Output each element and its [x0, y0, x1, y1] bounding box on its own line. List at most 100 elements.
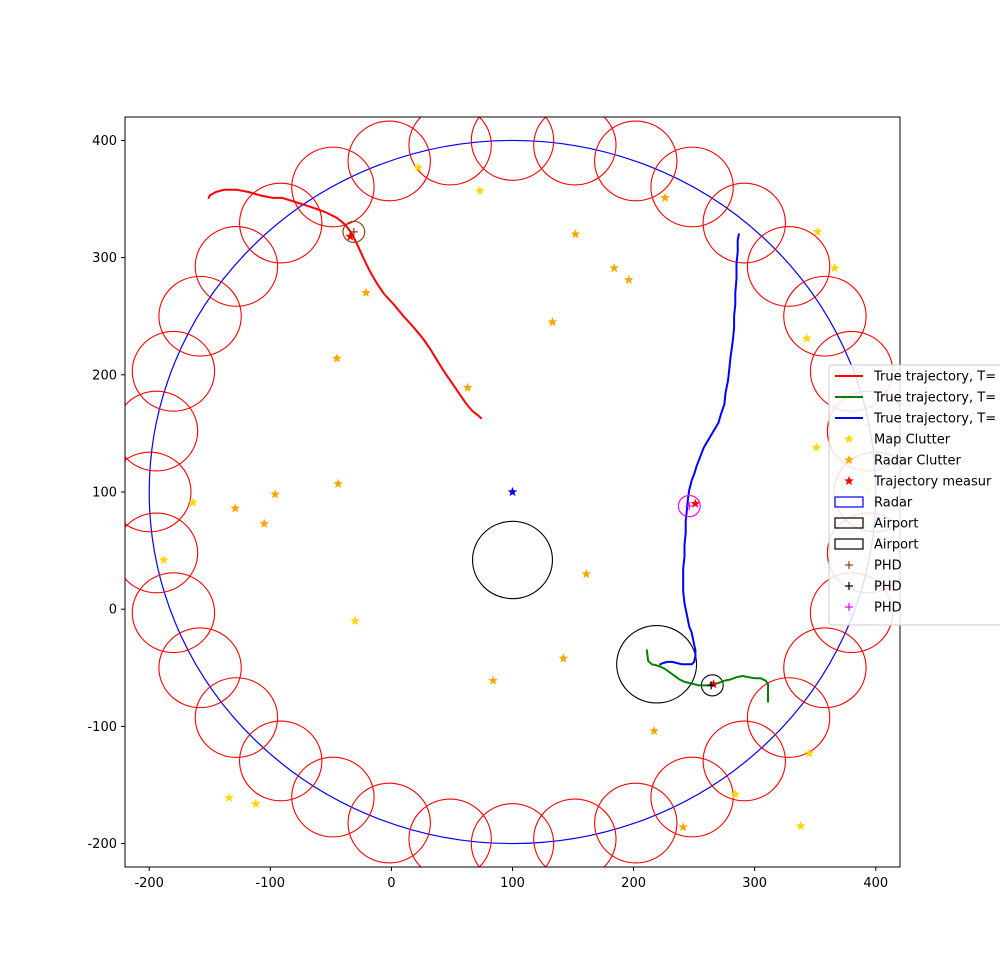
x-tick-label: 200: [621, 876, 646, 891]
clutter-ring: [702, 182, 786, 264]
star-marker: [259, 518, 270, 528]
star-marker: [829, 262, 840, 273]
clutter-ring: [533, 117, 617, 186]
clutter-ring: [650, 146, 734, 228]
legend-label: Airport: [874, 538, 919, 553]
trajectory-line: [207, 188, 482, 420]
star-marker: [224, 792, 235, 803]
clutter-ring: [125, 390, 199, 472]
phd-marker: [685, 502, 694, 511]
star-marker: [413, 162, 423, 172]
y-tick-label: 300: [92, 251, 117, 266]
clutter-ring: [291, 756, 375, 838]
trajectory-line: [659, 233, 740, 666]
clutter-ring: [347, 120, 431, 202]
star-marker: [474, 185, 485, 196]
star-marker: [558, 653, 569, 663]
clutter-ring: [533, 798, 617, 867]
y-tick-label: -100: [87, 720, 117, 735]
legend-label: Trajectory measur: [873, 475, 992, 490]
clutter-ring: [470, 803, 555, 867]
clutter-ring: [158, 627, 242, 709]
star-marker: [801, 333, 812, 343]
clutter-ring: [125, 451, 192, 533]
legend-rect-swatch: [834, 517, 864, 529]
clutter-ring: [239, 720, 323, 802]
legend-plus-swatch: [845, 582, 853, 590]
clutter-ring: [470, 117, 555, 181]
star-marker: [361, 287, 371, 297]
x-tick-label: 100: [500, 876, 525, 891]
y-tick-label: 200: [92, 368, 117, 383]
star-marker: [250, 798, 261, 808]
legend-label: True trajectory, T=: [873, 412, 996, 427]
legend-label: True trajectory, T=: [873, 370, 996, 385]
star-marker: [708, 679, 719, 689]
clutter-ring: [408, 117, 492, 186]
star-marker: [462, 382, 473, 392]
legend-label: PHD: [874, 580, 902, 595]
legend-star-swatch: [844, 433, 854, 444]
legend-star-swatch: [844, 454, 854, 465]
star-marker: [804, 748, 815, 758]
star-marker: [795, 820, 806, 831]
star-marker: [690, 498, 701, 508]
legend-label: True trajectory, T=: [873, 391, 996, 406]
clutter-ring: [239, 182, 323, 264]
x-tick-label: 300: [742, 876, 767, 891]
phd-ring: [342, 220, 366, 243]
star-marker: [230, 503, 241, 513]
y-tick-label: -200: [87, 837, 117, 852]
star-marker: [649, 725, 660, 736]
star-marker: [660, 192, 670, 203]
x-tick-label: -200: [134, 876, 164, 891]
legend-plus-swatch: [845, 561, 853, 569]
legend-label: Radar Clutter: [874, 454, 962, 469]
x-tick-label: 0: [387, 876, 395, 891]
star-marker: [158, 554, 169, 565]
legend-label: Radar: [874, 496, 913, 511]
airport-circle: [471, 520, 554, 600]
star-marker: [570, 229, 581, 239]
star-marker: [507, 486, 518, 497]
clutter-ring: [746, 677, 831, 758]
star-marker: [187, 497, 198, 507]
clutter-ring: [291, 146, 375, 228]
star-marker: [623, 274, 634, 285]
star-marker: [488, 675, 499, 685]
legend-label: PHD: [874, 559, 902, 574]
clutter-ring: [158, 275, 242, 357]
star-marker: [609, 262, 620, 273]
clutter-ring: [408, 798, 492, 867]
star-marker: [350, 615, 360, 626]
star-marker: [678, 821, 689, 832]
star-marker: [547, 316, 558, 327]
clutter-ring: [783, 627, 867, 709]
clutter-ring: [131, 330, 216, 412]
phd-ring: [677, 494, 701, 518]
star-marker: [812, 226, 823, 237]
y-tick-label: 100: [92, 486, 117, 501]
legend-rect-swatch: [834, 538, 864, 550]
legend-star-swatch: [844, 475, 854, 486]
clutter-ring: [746, 226, 831, 307]
legend-rect-swatch: [834, 496, 864, 508]
trajectory-line: [645, 649, 769, 703]
y-tick-label: 400: [92, 134, 117, 149]
star-marker: [333, 478, 344, 488]
star-marker: [270, 489, 281, 499]
clutter-ring: [131, 572, 216, 654]
phd-marker: [349, 227, 358, 236]
star-marker: [331, 353, 342, 363]
star-marker: [581, 568, 592, 579]
legend-frame: [828, 364, 1000, 626]
clutter-ring: [194, 677, 279, 758]
x-tick-label: 400: [863, 876, 888, 891]
star-marker: [811, 442, 822, 452]
clutter-ring: [194, 226, 279, 307]
legend-label: Airport: [874, 517, 919, 532]
legend-label: PHD: [874, 601, 902, 616]
phd-marker: [707, 681, 716, 690]
clutter-ring: [347, 782, 431, 864]
